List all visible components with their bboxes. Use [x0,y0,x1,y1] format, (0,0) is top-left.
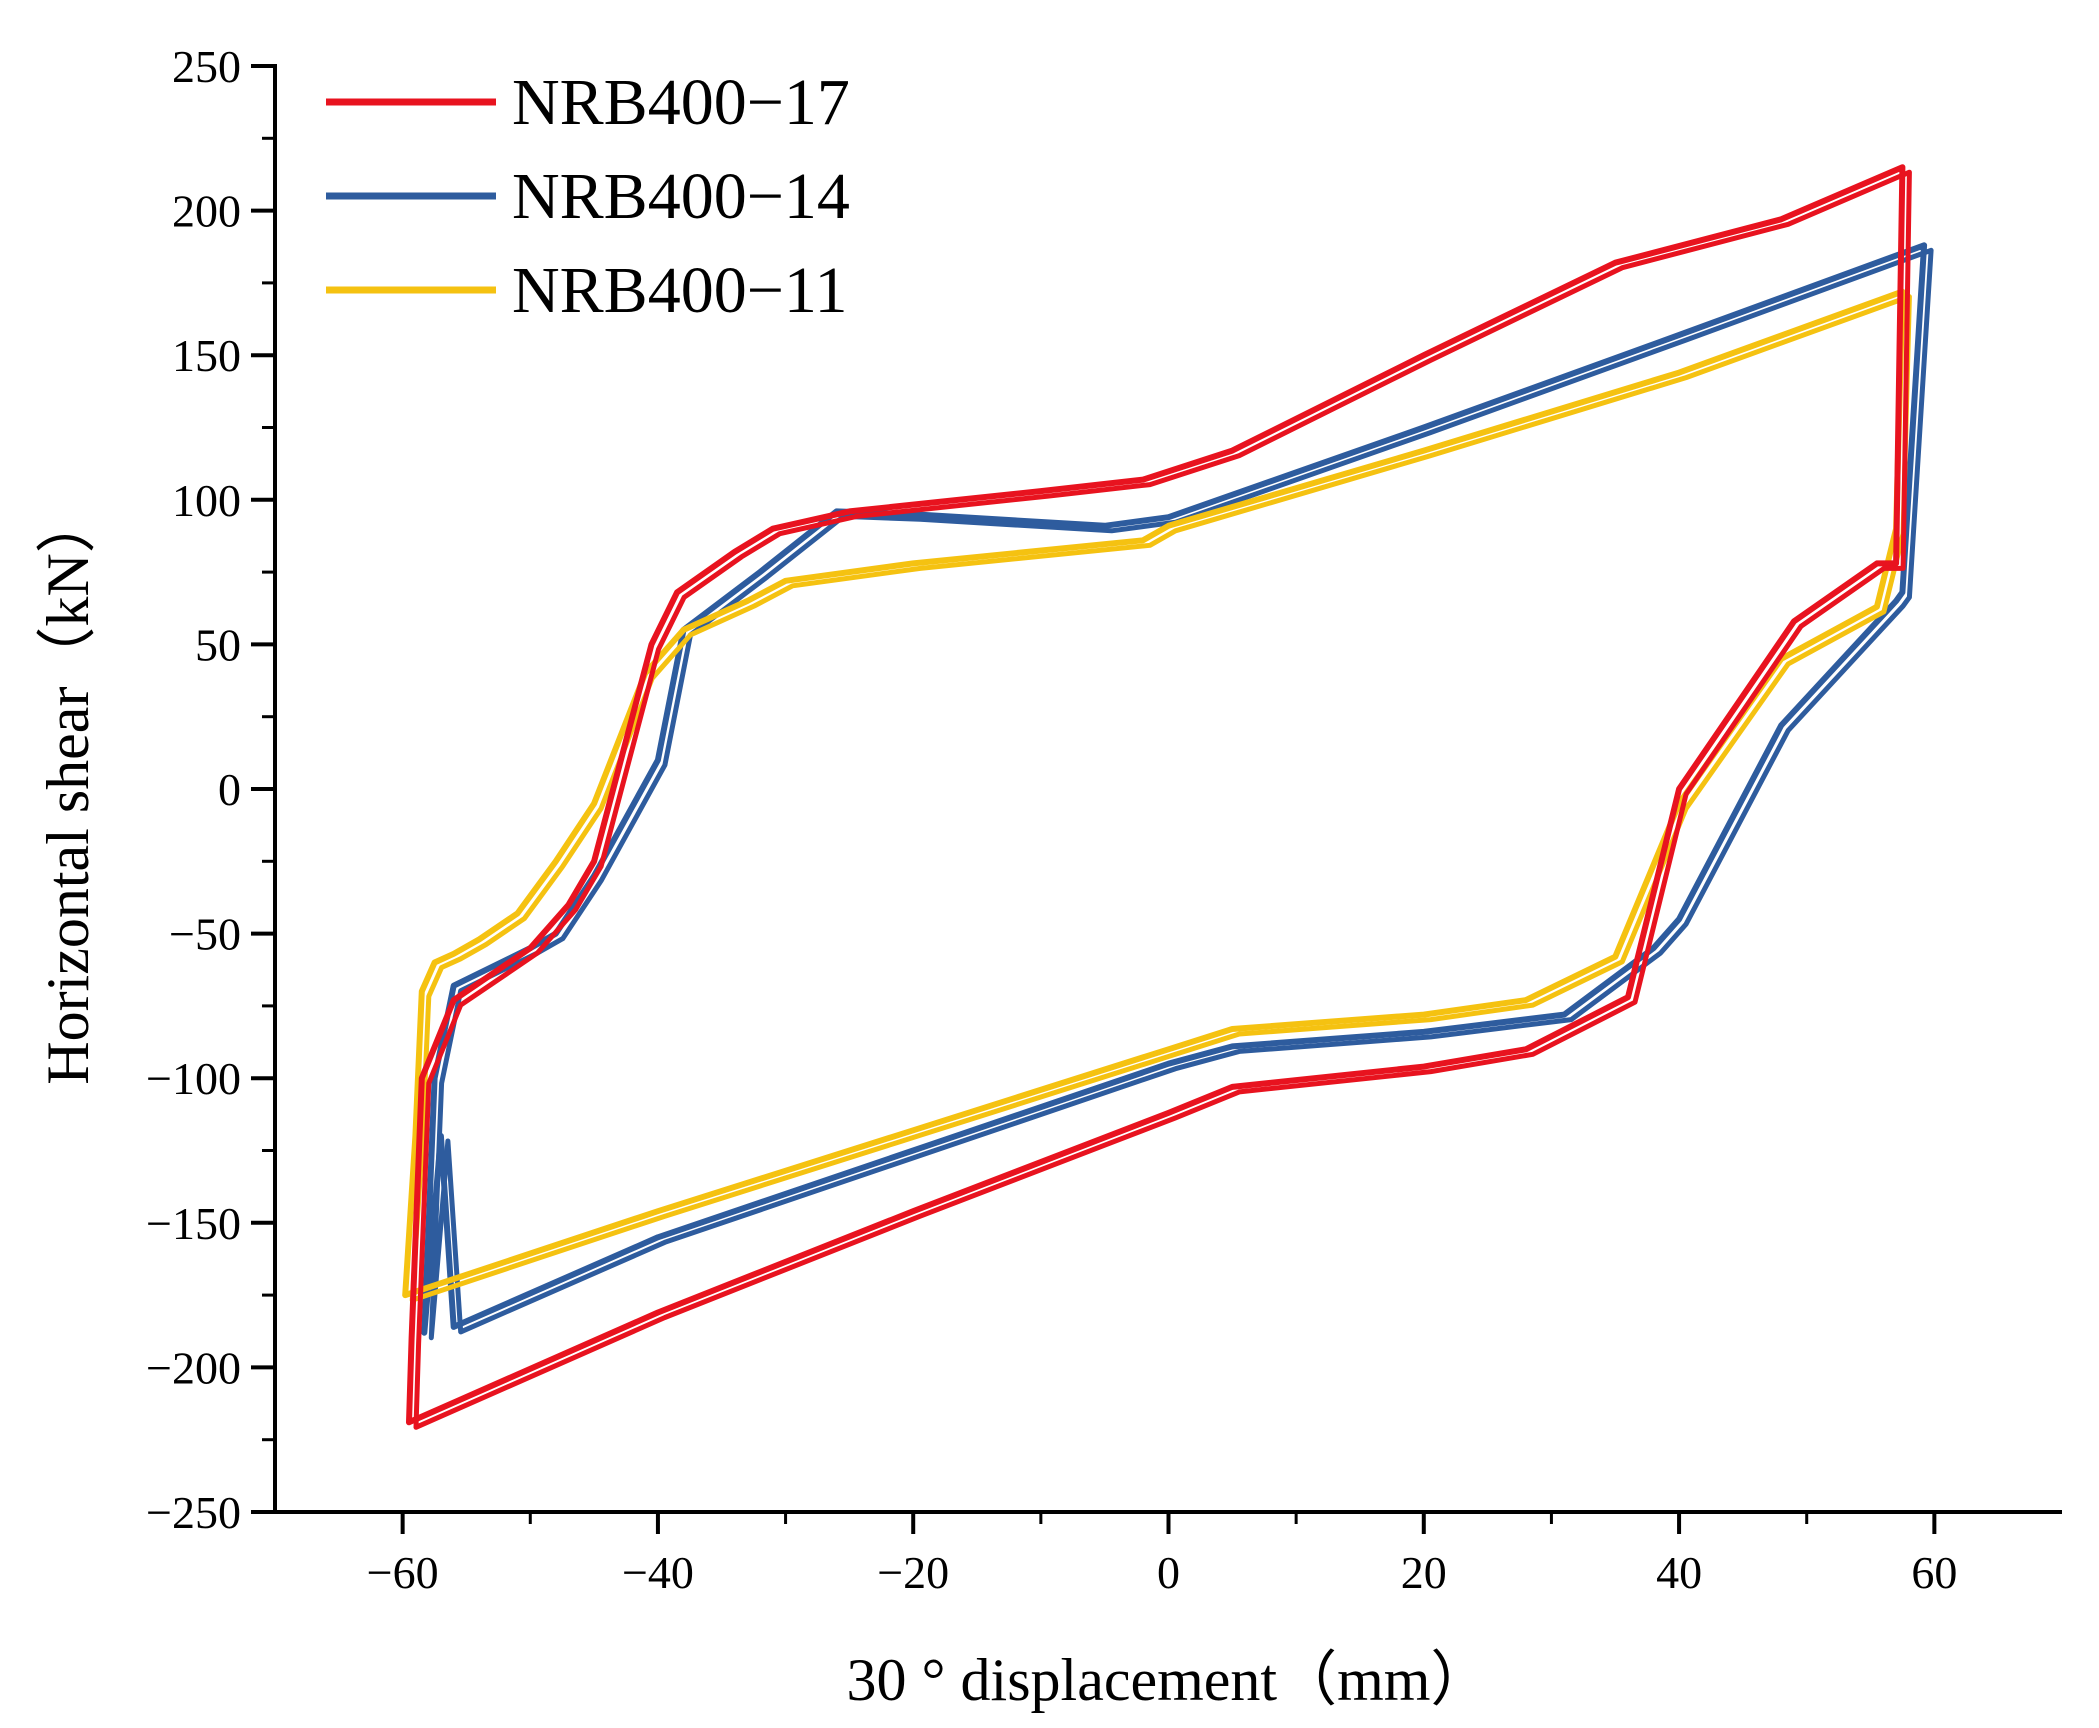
legend-label: NRB400−17 [512,66,850,139]
legend-item: NRB400−11 [326,254,847,327]
series-line-cycle [428,247,1934,1341]
series-line [402,288,1906,1299]
plot-series [402,164,1934,1430]
legend-label: NRB400−11 [512,254,847,327]
legend-item: NRB400−14 [326,160,850,233]
y-tick-label: −100 [146,1053,241,1104]
y-tick-label: −50 [169,909,241,960]
y-axis-title: Horizontal shear（kN） [35,493,101,1085]
x-tick-label: −60 [367,1547,439,1598]
x-tick-label: 40 [1656,1547,1702,1598]
y-tick-label: 150 [172,330,241,381]
x-tick-label: 60 [1911,1547,1957,1598]
x-tick-label: 0 [1157,1547,1180,1598]
legend: NRB400−17 NRB400−14 NRB400−11 [326,66,850,327]
y-ticks: 250 200 150 100 50 0 −50 −100 −150 −200 −250 [146,41,275,1538]
y-tick-label: 100 [172,475,241,526]
x-tick-label: −40 [622,1547,694,1598]
series-line-cycle [413,169,1912,1430]
y-tick-label: 250 [172,41,241,92]
x-tick-label: 20 [1401,1547,1447,1598]
x-tick-label: −20 [877,1547,949,1598]
y-tick-label: 0 [218,764,241,815]
series-line [406,164,1906,1426]
y-tick-label: −250 [146,1487,241,1538]
series-line-cycle [409,294,1912,1303]
legend-label: NRB400−14 [512,160,850,233]
x-axis-title: 30 ° displacement（mm） [847,1647,1491,1713]
x-ticks: −60 −40 −20 0 20 40 60 [367,1512,1957,1598]
legend-item: NRB400−17 [326,66,850,139]
y-tick-label: −150 [146,1198,241,1249]
y-tick-label: −200 [146,1342,241,1393]
y-tick-label: 200 [172,186,241,237]
y-tick-label: 50 [195,619,241,670]
